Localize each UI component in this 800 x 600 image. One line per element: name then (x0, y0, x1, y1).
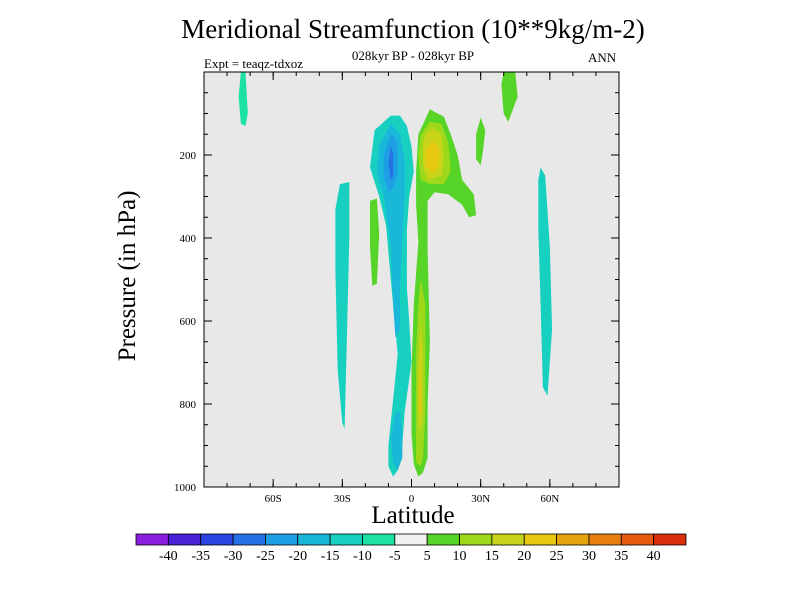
colorbar-swatch (232, 533, 266, 546)
colorbar-swatch (459, 533, 493, 546)
colorbar-label: -5 (389, 549, 401, 564)
colorbar-swatch (265, 533, 299, 546)
contour-region-4 (370, 198, 380, 286)
contour-region-1 (501, 72, 518, 122)
contour-region-6 (376, 123, 405, 338)
colorbar-label: -15 (321, 549, 340, 564)
colorbar-swatch (491, 533, 525, 546)
y-tick-label: 400 (180, 233, 197, 245)
colorbar-label: 5 (424, 549, 431, 564)
contour-region-16 (418, 362, 421, 417)
colorbar-label: 10 (453, 549, 467, 564)
y-tick-label: 800 (180, 399, 197, 411)
colorbar-label: 35 (614, 549, 628, 564)
experiment-label: Expt = teaqz-tdxoz (204, 56, 304, 71)
colorbar-swatch (394, 533, 428, 546)
colorbar-label: 40 (647, 549, 661, 564)
y-tick-label: 1000 (174, 482, 197, 494)
colorbar-swatch (588, 533, 622, 546)
contour-region-7 (390, 412, 403, 471)
x-axis-label: Latitude (371, 502, 455, 529)
colorbar-label: -35 (191, 549, 210, 564)
colorbar-label: -10 (353, 549, 372, 564)
colorbar-swatch (297, 533, 331, 546)
colorbar-label: 25 (550, 549, 564, 564)
chart-title: Meridional Streamfunction (10**9kg/m-2) (181, 14, 645, 44)
colorbar-swatch (523, 533, 557, 546)
chart-subtitle: 028kyr BP - 028kyr BP (351, 48, 475, 63)
contour-region-10 (411, 109, 477, 477)
colorbar-swatch (362, 533, 396, 546)
contour-region-9 (388, 146, 394, 180)
x-tick-label: 60N (540, 493, 559, 505)
colorbar-swatch (135, 533, 169, 546)
colorbar-label: 15 (485, 549, 499, 564)
colorbar: -40 -35 -30 -25 -20 -15 -10 -5 5 10 15 20 25 30 35 40 (135, 533, 687, 564)
x-tick-label: 30S (334, 493, 351, 505)
contour-region-17 (538, 167, 553, 396)
colorbar-swatch (653, 533, 687, 546)
contour-regions (238, 72, 553, 477)
y-tick-label: 600 (180, 316, 197, 328)
colorbar-swatch (200, 533, 234, 546)
colorbar-swatch (426, 533, 460, 546)
x-tick-label: 30N (471, 493, 490, 505)
contour-region-3 (335, 182, 350, 429)
colorbar-label: -40 (159, 549, 178, 564)
colorbar-label: -25 (256, 549, 275, 564)
contour-region-15 (425, 140, 440, 174)
y-tick-label: 200 (180, 150, 197, 162)
colorbar-label: -20 (288, 549, 307, 564)
x-tick-label: 60S (265, 493, 282, 505)
axis-ticks: 60S 30S 0 30N 60N 200 400 600 800 1000 (174, 72, 619, 505)
colorbar-swatch (556, 533, 590, 546)
colorbar-label: 30 (582, 549, 596, 564)
contour-region-2 (476, 117, 486, 166)
colorbar-swatch (329, 533, 363, 546)
colorbar-label: -30 (224, 549, 243, 564)
colorbar-swatch (167, 533, 202, 546)
season-label: ANN (588, 50, 617, 65)
colorbar-label: 20 (517, 549, 531, 564)
contour-region-0 (238, 72, 248, 126)
x-tick-label: 0 (409, 493, 415, 505)
colorbar-swatch (620, 533, 655, 546)
